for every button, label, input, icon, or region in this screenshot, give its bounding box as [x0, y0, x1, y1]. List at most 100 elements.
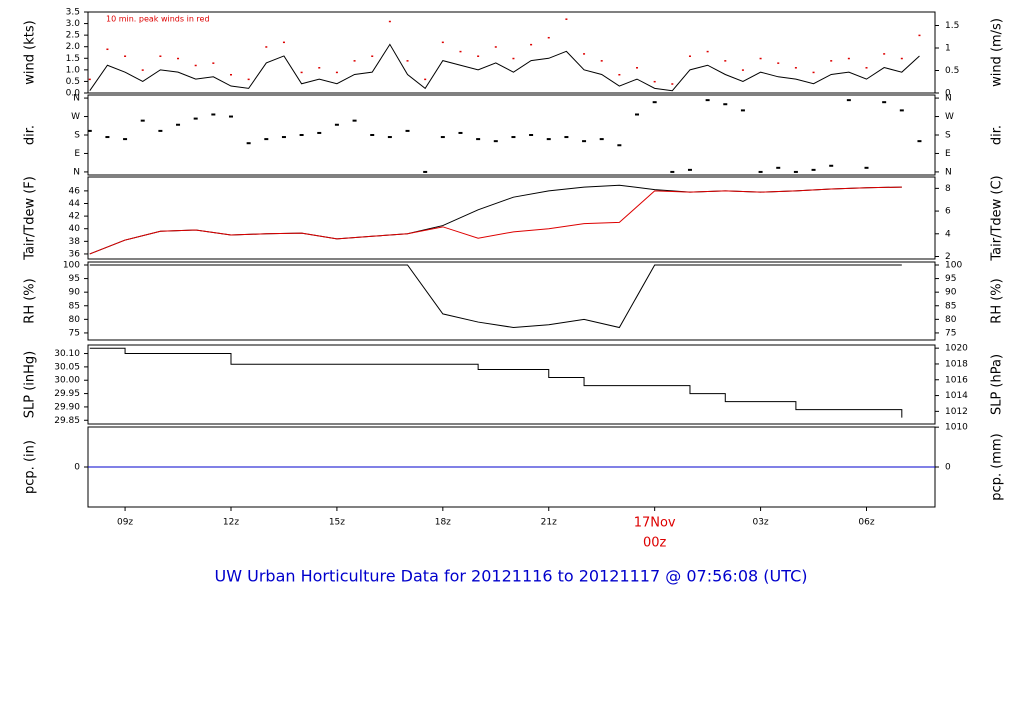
- y-tick-label: 3.5: [66, 8, 80, 18]
- y2-tick-label: N: [945, 94, 952, 104]
- peak-wind-mark: [371, 55, 374, 57]
- y2-axis-label: dir.: [990, 125, 1005, 145]
- dir-mark: [776, 166, 781, 169]
- dir-mark: [705, 99, 710, 102]
- y-tick-label: 95: [69, 274, 80, 284]
- dir-mark: [246, 142, 251, 145]
- y-tick-label: 75: [69, 328, 80, 338]
- peak-wind-mark: [565, 18, 568, 20]
- peak-wind-mark: [883, 53, 886, 55]
- dir-mark: [228, 115, 233, 118]
- dir-mark: [546, 138, 551, 141]
- peak-wind-mark: [124, 55, 127, 57]
- annotation: 10 min. peak winds in red: [106, 15, 210, 24]
- dir-mark: [370, 134, 375, 136]
- peak-wind-mark: [424, 78, 427, 81]
- y-tick-label: 44: [69, 199, 81, 209]
- dir-mark: [405, 129, 410, 132]
- peak-wind-mark: [724, 60, 727, 62]
- y2-axis-label: RH (%): [990, 278, 1005, 323]
- panel-frame: [87, 176, 936, 260]
- y-tick-label: 36: [69, 249, 81, 259]
- peak-wind-mark: [265, 46, 268, 48]
- y-axis-label: Tair/Tdew (F): [23, 176, 38, 261]
- date-label: 17Nov: [634, 516, 676, 531]
- dir-mark: [352, 119, 357, 122]
- y2-tick-label: W: [945, 112, 954, 122]
- dir-mark: [882, 101, 887, 104]
- dir-mark: [458, 131, 463, 134]
- peak-wind-mark: [847, 57, 850, 60]
- y2-axis-label: wind (m/s): [990, 18, 1005, 87]
- x-tick-label: 00z: [643, 536, 667, 551]
- peak-wind-mark: [459, 50, 462, 53]
- y-tick-label: 30.05: [54, 362, 80, 372]
- y-tick-label: 3.0: [66, 19, 81, 29]
- dir-mark: [899, 109, 904, 112]
- y2-axis-label: pcp. (mm): [990, 433, 1005, 500]
- y2-tick-label: 0: [945, 89, 951, 99]
- peak-wind-mark: [388, 20, 391, 23]
- y2-tick-label: 100: [945, 260, 962, 270]
- y-tick-label: N: [73, 94, 80, 104]
- peak-wind-mark: [88, 78, 91, 81]
- peak-wind-mark: [653, 80, 656, 83]
- dir-mark: [687, 168, 692, 171]
- dir-mark: [670, 170, 675, 173]
- y2-tick-label: 1020: [945, 344, 968, 354]
- y-tick-label: 40: [69, 224, 81, 234]
- dir-mark: [740, 109, 745, 112]
- y-tick-label: 80: [69, 315, 81, 325]
- peak-wind-mark: [494, 46, 497, 48]
- panel-frame: [87, 11, 936, 94]
- dir-mark: [476, 138, 481, 141]
- y-axis-label: dir.: [23, 125, 38, 145]
- y2-tick-label: 0.5: [945, 66, 959, 76]
- peak-wind-mark: [441, 41, 444, 44]
- y-tick-label: 30.10: [54, 349, 80, 359]
- y2-tick-label: 75: [945, 328, 956, 338]
- peak-wind-mark: [530, 43, 533, 46]
- y2-tick-label: 1014: [945, 391, 968, 401]
- y-tick-label: 29.90: [54, 402, 80, 412]
- y2-axis-label: SLP (hPa): [990, 354, 1005, 415]
- x-tick-label: 18z: [435, 518, 451, 528]
- peak-wind-mark: [900, 57, 903, 60]
- peak-wind-mark: [918, 34, 921, 37]
- data-line: [89, 43, 920, 92]
- x-tick-label: 03z: [752, 518, 768, 528]
- peak-wind-mark: [141, 69, 144, 71]
- dir-mark: [652, 101, 657, 104]
- dir-mark: [723, 103, 728, 106]
- peak-wind-mark: [812, 71, 815, 74]
- peak-wind-mark: [741, 69, 744, 71]
- dir-mark: [617, 144, 622, 147]
- y-axis-label: SLP (inHg): [23, 351, 38, 419]
- peak-wind-mark: [512, 57, 515, 60]
- dir-mark: [582, 140, 587, 143]
- y2-tick-label: N: [945, 167, 952, 177]
- panel-frame: [87, 261, 936, 341]
- y-tick-label: 46: [69, 186, 81, 196]
- peak-wind-mark: [636, 67, 639, 69]
- y-tick-label: N: [73, 167, 80, 177]
- x-tick-label: 12z: [223, 518, 239, 528]
- y2-tick-label: 1: [945, 44, 951, 54]
- peak-wind-mark: [229, 73, 232, 76]
- y2-tick-label: 1012: [945, 407, 968, 417]
- dir-mark: [281, 136, 286, 139]
- peak-wind-mark: [318, 67, 321, 69]
- dir-mark: [105, 136, 110, 139]
- data-line: [89, 186, 902, 255]
- dir-mark: [158, 129, 163, 132]
- peak-wind-mark: [830, 60, 833, 62]
- y-tick-label: 29.85: [54, 416, 80, 426]
- y-axis-label: wind (kts): [23, 20, 38, 84]
- peak-wind-mark: [177, 57, 180, 60]
- x-tick-label: 09z: [117, 518, 133, 528]
- y2-tick-label: 1016: [945, 375, 968, 385]
- y-tick-label: 100: [63, 260, 80, 270]
- data-line: [89, 347, 903, 418]
- peak-wind-mark: [794, 67, 797, 69]
